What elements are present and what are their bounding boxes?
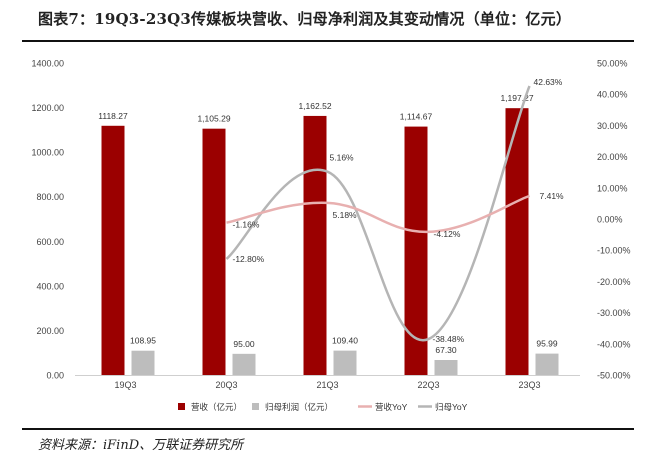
x-tick-label: 23Q3 — [518, 380, 540, 390]
y-right-tick-label: -30.00% — [597, 308, 631, 318]
revenue-bar — [303, 115, 327, 376]
x-tick-label: 22Q3 — [417, 380, 439, 390]
y-left-tick-label: 1400.00 — [31, 59, 64, 69]
legend-entry: 归母利润（亿元） — [265, 402, 333, 412]
y-right-tick-label: -10.00% — [597, 246, 631, 256]
y-left-tick-label: 1000.00 — [31, 148, 64, 158]
profit-bar-label: 109.40 — [332, 336, 358, 346]
revenue-bar — [505, 108, 529, 376]
y-right-tick-label: 30.00% — [597, 121, 628, 131]
profit-yoy-point-label: 42.63% — [534, 77, 563, 87]
y-left-tick-label: 600.00 — [36, 237, 64, 247]
source-rule — [22, 428, 634, 430]
profit-bar — [434, 360, 458, 375]
profit-yoy-point-label: 5.16% — [330, 153, 355, 163]
profit-bar-label: 95.99 — [536, 339, 558, 349]
profit-bar — [232, 353, 256, 375]
revenue-yoy-line — [226, 194, 530, 234]
revenue-bar — [101, 125, 125, 375]
y-left-tick-label: 800.00 — [36, 192, 64, 202]
profit-bar-label: 95.00 — [233, 339, 255, 349]
y-right-tick-label: -50.00% — [597, 371, 631, 381]
revenue-yoy-point-label: -1.16% — [233, 220, 260, 230]
revenue-bar — [202, 128, 226, 375]
y-right-tick-label: -20.00% — [597, 277, 631, 287]
legend-swatch — [178, 403, 185, 410]
chart-title: 图表7：19Q3-23Q3传媒板块营收、归母净利润及其变动情况（单位：亿元） — [38, 10, 572, 28]
revenue-bar-label: 1,197.27 — [500, 93, 533, 103]
y-right-tick-label: 0.00% — [597, 215, 623, 225]
legend-entry: 归母YoY — [435, 402, 468, 412]
y-left-tick-label: 1200.00 — [31, 103, 64, 113]
revenue-yoy-point-label: -4.12% — [434, 229, 461, 239]
y-right-tick-label: 50.00% — [597, 59, 628, 69]
revenue-yoy-point-label: 5.18% — [333, 210, 358, 220]
y-left-tick-label: 400.00 — [36, 281, 64, 291]
profit-bar-label: 108.95 — [130, 336, 156, 346]
y-right-tick-label: 20.00% — [597, 152, 628, 162]
y-left-tick-label: 200.00 — [36, 326, 64, 336]
profit-bar — [131, 350, 155, 375]
legend-swatch — [252, 403, 259, 410]
profit-bar-label: 67.30 — [435, 345, 457, 355]
source-note: 资料来源：iFinD、万联证券研究所 — [38, 438, 244, 453]
revenue-bar-label: 1,114.67 — [400, 112, 433, 122]
y-left-tick-label: 0.00 — [46, 371, 64, 381]
profit-yoy-line — [225, 85, 531, 342]
profit-bar — [535, 353, 559, 375]
profit-bar — [333, 350, 357, 375]
revenue-yoy-point-label: 7.41% — [540, 191, 565, 201]
title-rule — [22, 40, 634, 42]
x-tick-label: 19Q3 — [114, 380, 136, 390]
legend-entry: 营收（亿元） — [191, 402, 242, 412]
profit-yoy-point-label: -38.48% — [433, 334, 465, 344]
y-right-tick-label: -40.00% — [597, 339, 631, 349]
revenue-bar-label: 1,162.52 — [298, 101, 331, 111]
profit-yoy-point-label: -12.80% — [233, 254, 265, 264]
y-right-tick-label: 10.00% — [597, 183, 628, 193]
revenue-bar-label: 1,105.29 — [197, 114, 230, 124]
revenue-bar — [404, 126, 428, 375]
x-tick-label: 21Q3 — [316, 380, 338, 390]
legend-entry: 营收YoY — [375, 402, 408, 412]
y-right-tick-label: 40.00% — [597, 90, 628, 100]
x-tick-label: 20Q3 — [215, 380, 237, 390]
revenue-bar-label: 1118.27 — [98, 111, 128, 121]
